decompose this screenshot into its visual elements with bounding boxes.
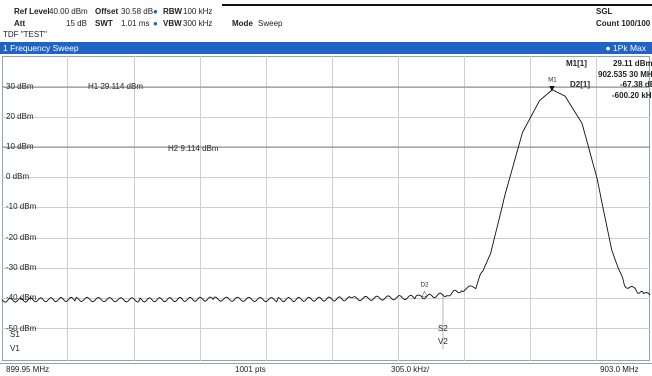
frequency-axis-footer: 899.95 MHz 1001 pts 305.0 kHz/ 903.0 MHz xyxy=(0,363,652,376)
plot-frame xyxy=(2,56,650,361)
sgl-indicator: SGL xyxy=(596,7,613,16)
offset-value: 30.58 dB xyxy=(121,7,154,16)
y-tick-label: -50 dBm xyxy=(6,324,37,333)
grid-vline xyxy=(266,56,267,361)
trace-badge: ● 1Pk Max xyxy=(605,43,646,53)
grid-hline xyxy=(2,177,650,178)
ref-level-value: 40.00 dBm xyxy=(49,7,88,16)
y-tick-label: -10 dBm xyxy=(6,202,37,211)
y-tick-label: -40 dBm xyxy=(6,293,37,302)
grid-hline xyxy=(2,298,650,299)
status-header: Ref Level 40.00 dBm Offset 30.58 dB ● RB… xyxy=(0,0,652,43)
m1-marker-level: 29.11 dBm xyxy=(613,59,652,68)
grid-hline xyxy=(2,87,650,88)
sweep-points: 1001 pts xyxy=(235,365,266,374)
tdf-label: TDF "TEST" xyxy=(3,30,47,39)
m1-marker-frequency: 902.535 30 MHz xyxy=(598,70,652,79)
y-tick-label: 10 dBm xyxy=(6,142,34,151)
trace-svg: M1 ▼ D2 △ xyxy=(1,78,651,349)
s1-annotation: S1 xyxy=(10,330,20,339)
swt-label: SWT xyxy=(95,19,113,28)
grid-vline xyxy=(332,56,333,361)
grid-hline xyxy=(2,207,650,208)
mode-label: Mode xyxy=(232,19,253,28)
mode-value: Sweep xyxy=(258,19,283,28)
swt-value: 1.01 ms xyxy=(121,19,150,28)
d2-marker-label: D2[1] xyxy=(570,80,591,89)
d2-marker-frequency: -600.20 kHz xyxy=(612,91,652,100)
rbw-bullet-icon: ● xyxy=(153,7,158,16)
grid-vline xyxy=(134,56,135,361)
y-tick-label: 20 dBm xyxy=(6,112,34,121)
grid-hline xyxy=(2,328,650,329)
grid-vline xyxy=(596,56,597,361)
grid-hline xyxy=(2,238,650,239)
offset-label: Offset xyxy=(95,7,119,16)
att-label: Att xyxy=(14,19,26,28)
y-tick-label: 0 dBm xyxy=(6,172,30,181)
y-tick-label: -30 dBm xyxy=(6,263,37,272)
grid-hline xyxy=(2,147,650,148)
att-value: 15 dB xyxy=(66,19,87,28)
trace-line xyxy=(1,89,651,303)
sweep-count: Count 100/100 xyxy=(596,19,651,28)
grid-vline xyxy=(398,56,399,361)
panel-title: 1 Frequency Sweep xyxy=(3,43,79,53)
vbw-value: 300 kHz xyxy=(183,19,213,28)
ref-level-label: Ref Level xyxy=(14,7,50,16)
y-tick-label: 30 dBm xyxy=(6,82,34,91)
y-tick-label: -20 dBm xyxy=(6,233,37,242)
frequency-sweep-title-bar: 1 Frequency Sweep ● 1Pk Max xyxy=(0,42,652,54)
sweep-plot: 30 dBm 20 dBm 10 dBm 0 dBm -10 dBm -20 d… xyxy=(0,54,652,363)
v1-annotation: V1 xyxy=(10,344,20,353)
start-frequency: 899.95 MHz xyxy=(6,365,50,374)
grid-hline xyxy=(2,268,650,269)
h2-annotation: H2 9.114 dBm xyxy=(168,144,219,153)
m1-marker-icon: ▼ xyxy=(549,85,555,93)
vbw-label: VBW xyxy=(163,19,182,28)
grid-vline xyxy=(530,56,531,361)
d2-marker-icon: △ xyxy=(422,290,428,298)
vbw-bullet-icon: ● xyxy=(153,19,158,28)
span-per-division: 305.0 kHz/ xyxy=(391,365,430,374)
m1-tag: M1 xyxy=(548,78,557,84)
grid-vline xyxy=(464,56,465,361)
header-divider xyxy=(222,4,652,6)
m1-marker-label: M1[1] xyxy=(566,59,587,68)
d2-tag: D2 xyxy=(421,283,429,289)
grid-hline xyxy=(2,117,650,118)
rbw-value: 100 kHz xyxy=(183,7,213,16)
stop-frequency: 903.0 MHz xyxy=(600,365,639,374)
grid-vline xyxy=(67,56,68,361)
d2-marker-level: -67.38 dB xyxy=(620,80,652,89)
h1-annotation: H1 29.114 dBm xyxy=(88,82,143,91)
rbw-label: RBW xyxy=(163,7,183,16)
grid-vline xyxy=(200,56,201,361)
